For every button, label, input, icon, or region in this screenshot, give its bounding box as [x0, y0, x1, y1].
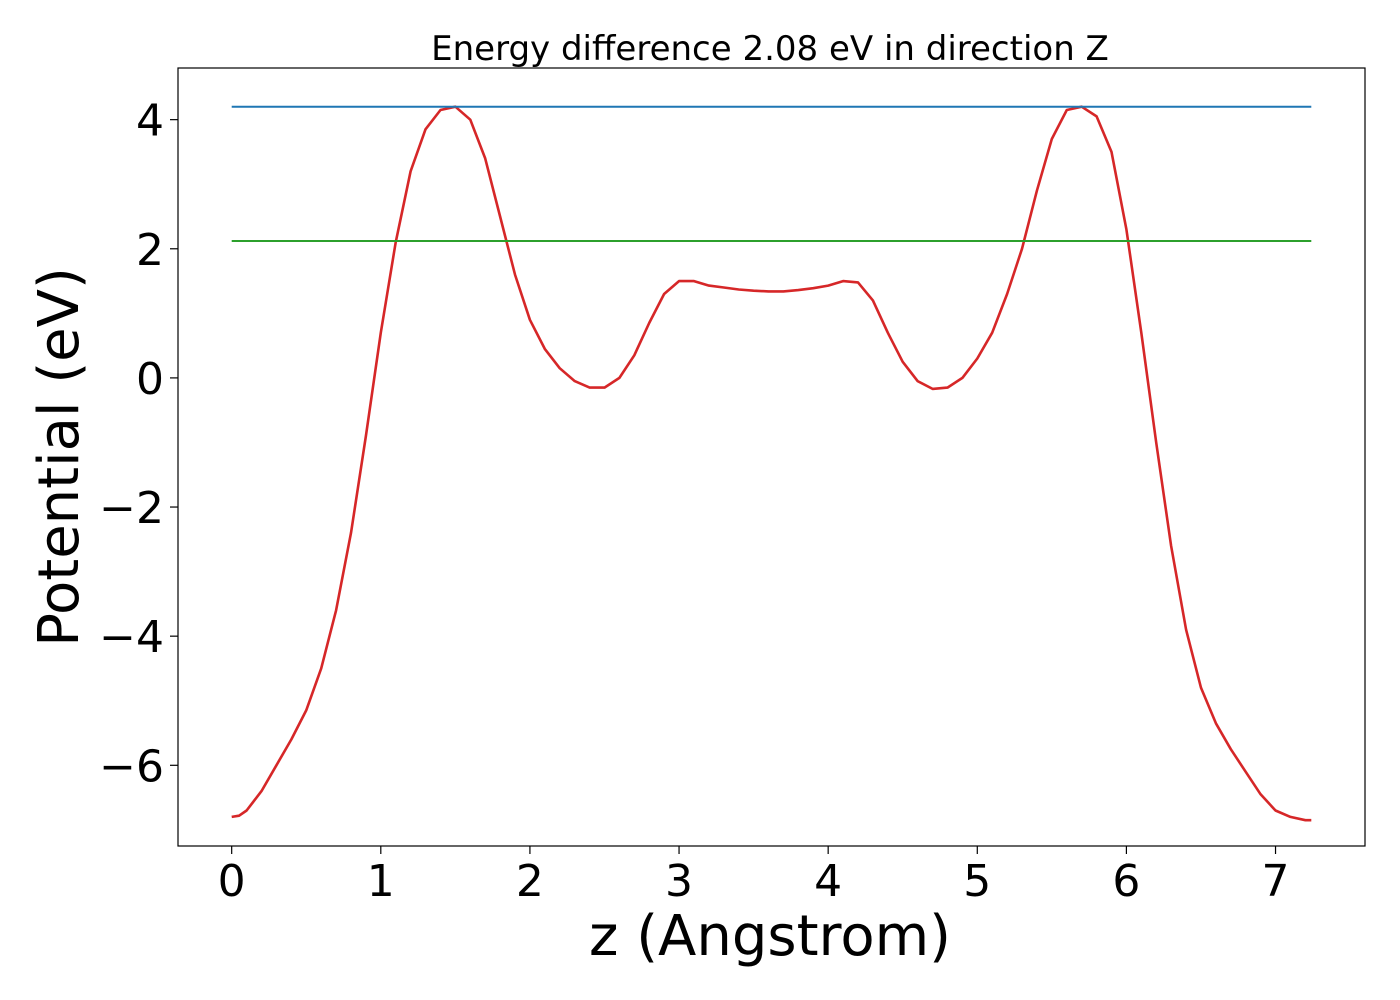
chart-title: Energy difference 2.08 eV in direction Z: [431, 29, 1109, 69]
x-tick-label: 2: [516, 856, 544, 907]
x-tick-label: 6: [1112, 856, 1140, 907]
y-tick-label: 4: [136, 96, 164, 147]
x-tick-label: 3: [665, 856, 693, 907]
x-tick-label: 0: [218, 856, 246, 907]
x-axis-label: z (Angstrom): [589, 904, 951, 969]
y-tick-label: 0: [136, 354, 164, 405]
plot-frame: [177, 67, 1366, 847]
y-tick-label: −4: [99, 612, 164, 663]
x-tick-label: 7: [1262, 856, 1290, 907]
x-tick-label: 4: [814, 856, 842, 907]
y-tick-label: 2: [136, 225, 164, 276]
series-layer: [231, 105, 1312, 822]
series-line-0: [231, 105, 1312, 822]
y-axis: −6 −4 −2 0 2 4: [99, 96, 178, 792]
y-tick-label: −6: [99, 741, 164, 792]
y-axis-label: Potential (eV): [27, 267, 92, 647]
y-tick-label: −2: [99, 483, 164, 534]
x-tick-label: 1: [367, 856, 395, 907]
x-axis: 0 1 2 3 4 5 6 7: [218, 846, 1290, 907]
x-tick-label: 5: [963, 856, 991, 907]
